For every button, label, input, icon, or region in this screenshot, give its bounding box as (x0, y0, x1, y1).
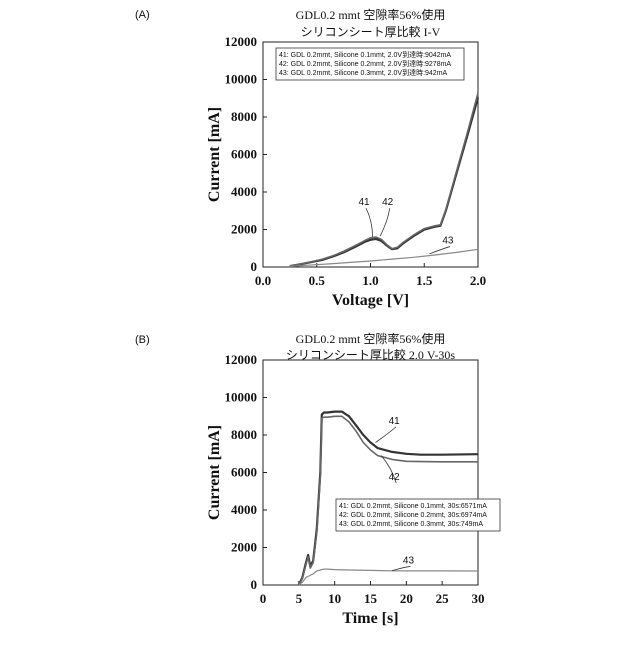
legend-entry: 41: GDL 0.2mmt, Silicone 0.1mmt, 2.0V到達時… (279, 50, 451, 59)
x-tick-label: 0 (260, 591, 267, 606)
y-tick-label: 2000 (231, 540, 257, 555)
callout-leader (392, 566, 410, 570)
y-tick-label: 0 (251, 259, 258, 274)
chart-title: GDL0.2 mmt 空隙率56%使用 (296, 7, 446, 22)
panel-label: (A) (135, 9, 150, 21)
y-tick-label: 4000 (231, 502, 257, 517)
chart-subtitle: シリコンシート厚比較 I-V (301, 24, 441, 39)
curve-label: 41 (358, 197, 370, 208)
y-tick-label: 10000 (225, 390, 258, 405)
curve-label: 42 (389, 472, 401, 483)
x-tick-label: 30 (472, 591, 485, 606)
y-tick-label: 12000 (225, 352, 258, 367)
series-line-41 (299, 412, 478, 585)
legend-entry: 43: GDL 0.2mmt, Silicone 0.3mmt, 30s:749… (339, 521, 483, 528)
y-tick-label: 4000 (231, 184, 257, 199)
x-tick-label: 10 (328, 591, 341, 606)
x-tick-label: 15 (364, 591, 378, 606)
curve-label: 43 (442, 236, 454, 247)
y-tick-label: 6000 (231, 147, 257, 162)
callout-leader (380, 208, 390, 236)
series-line-43 (299, 569, 478, 585)
x-tick-label: 1.0 (362, 273, 378, 288)
x-tick-label: 0.0 (255, 273, 271, 288)
x-axis-label: Time [s] (342, 610, 398, 627)
curve-label: 41 (389, 416, 401, 427)
legend-entry: 42: GDL 0.2mmt, Silicone 0.2mmt, 2.0V到達時… (279, 59, 451, 68)
x-tick-label: 1.5 (416, 273, 433, 288)
curve-label: 43 (403, 555, 415, 566)
legend-entry: 41: GDL 0.2mmt, Silicone 0.1mmt, 30s:657… (339, 503, 487, 510)
x-tick-label: 5 (296, 591, 303, 606)
curve-label: 42 (382, 197, 394, 208)
x-axis-label: Voltage [V] (332, 292, 409, 309)
x-tick-label: 2.0 (470, 273, 486, 288)
x-tick-label: 0.5 (309, 273, 326, 288)
plot-frame (263, 360, 478, 585)
callout-leader (430, 247, 450, 254)
y-tick-label: 8000 (231, 109, 257, 124)
y-tick-label: 8000 (231, 427, 257, 442)
y-tick-label: 0 (251, 577, 258, 592)
legend-entry: 43: GDL 0.2mmt, Silicone 0.3mmt, 2.0V到達時… (279, 68, 448, 77)
y-axis-label: Current [mA] (206, 425, 223, 520)
y-tick-label: 2000 (231, 222, 257, 237)
x-tick-label: 20 (400, 591, 413, 606)
y-tick-label: 12000 (225, 34, 258, 49)
legend-entry: 42: GDL 0.2mmt, Silicone 0.2mmt, 30s:697… (339, 512, 487, 519)
y-tick-label: 10000 (225, 72, 258, 87)
y-tick-label: 6000 (231, 465, 257, 480)
series-line-43 (290, 249, 478, 266)
chart-title: GDL0.2 mmt 空隙率56%使用 (296, 331, 446, 346)
x-tick-label: 25 (436, 591, 450, 606)
y-axis-label: Current [mA] (206, 107, 223, 202)
panel-label: (B) (135, 334, 150, 346)
callout-leader (366, 208, 373, 237)
callout-leader (376, 427, 397, 443)
